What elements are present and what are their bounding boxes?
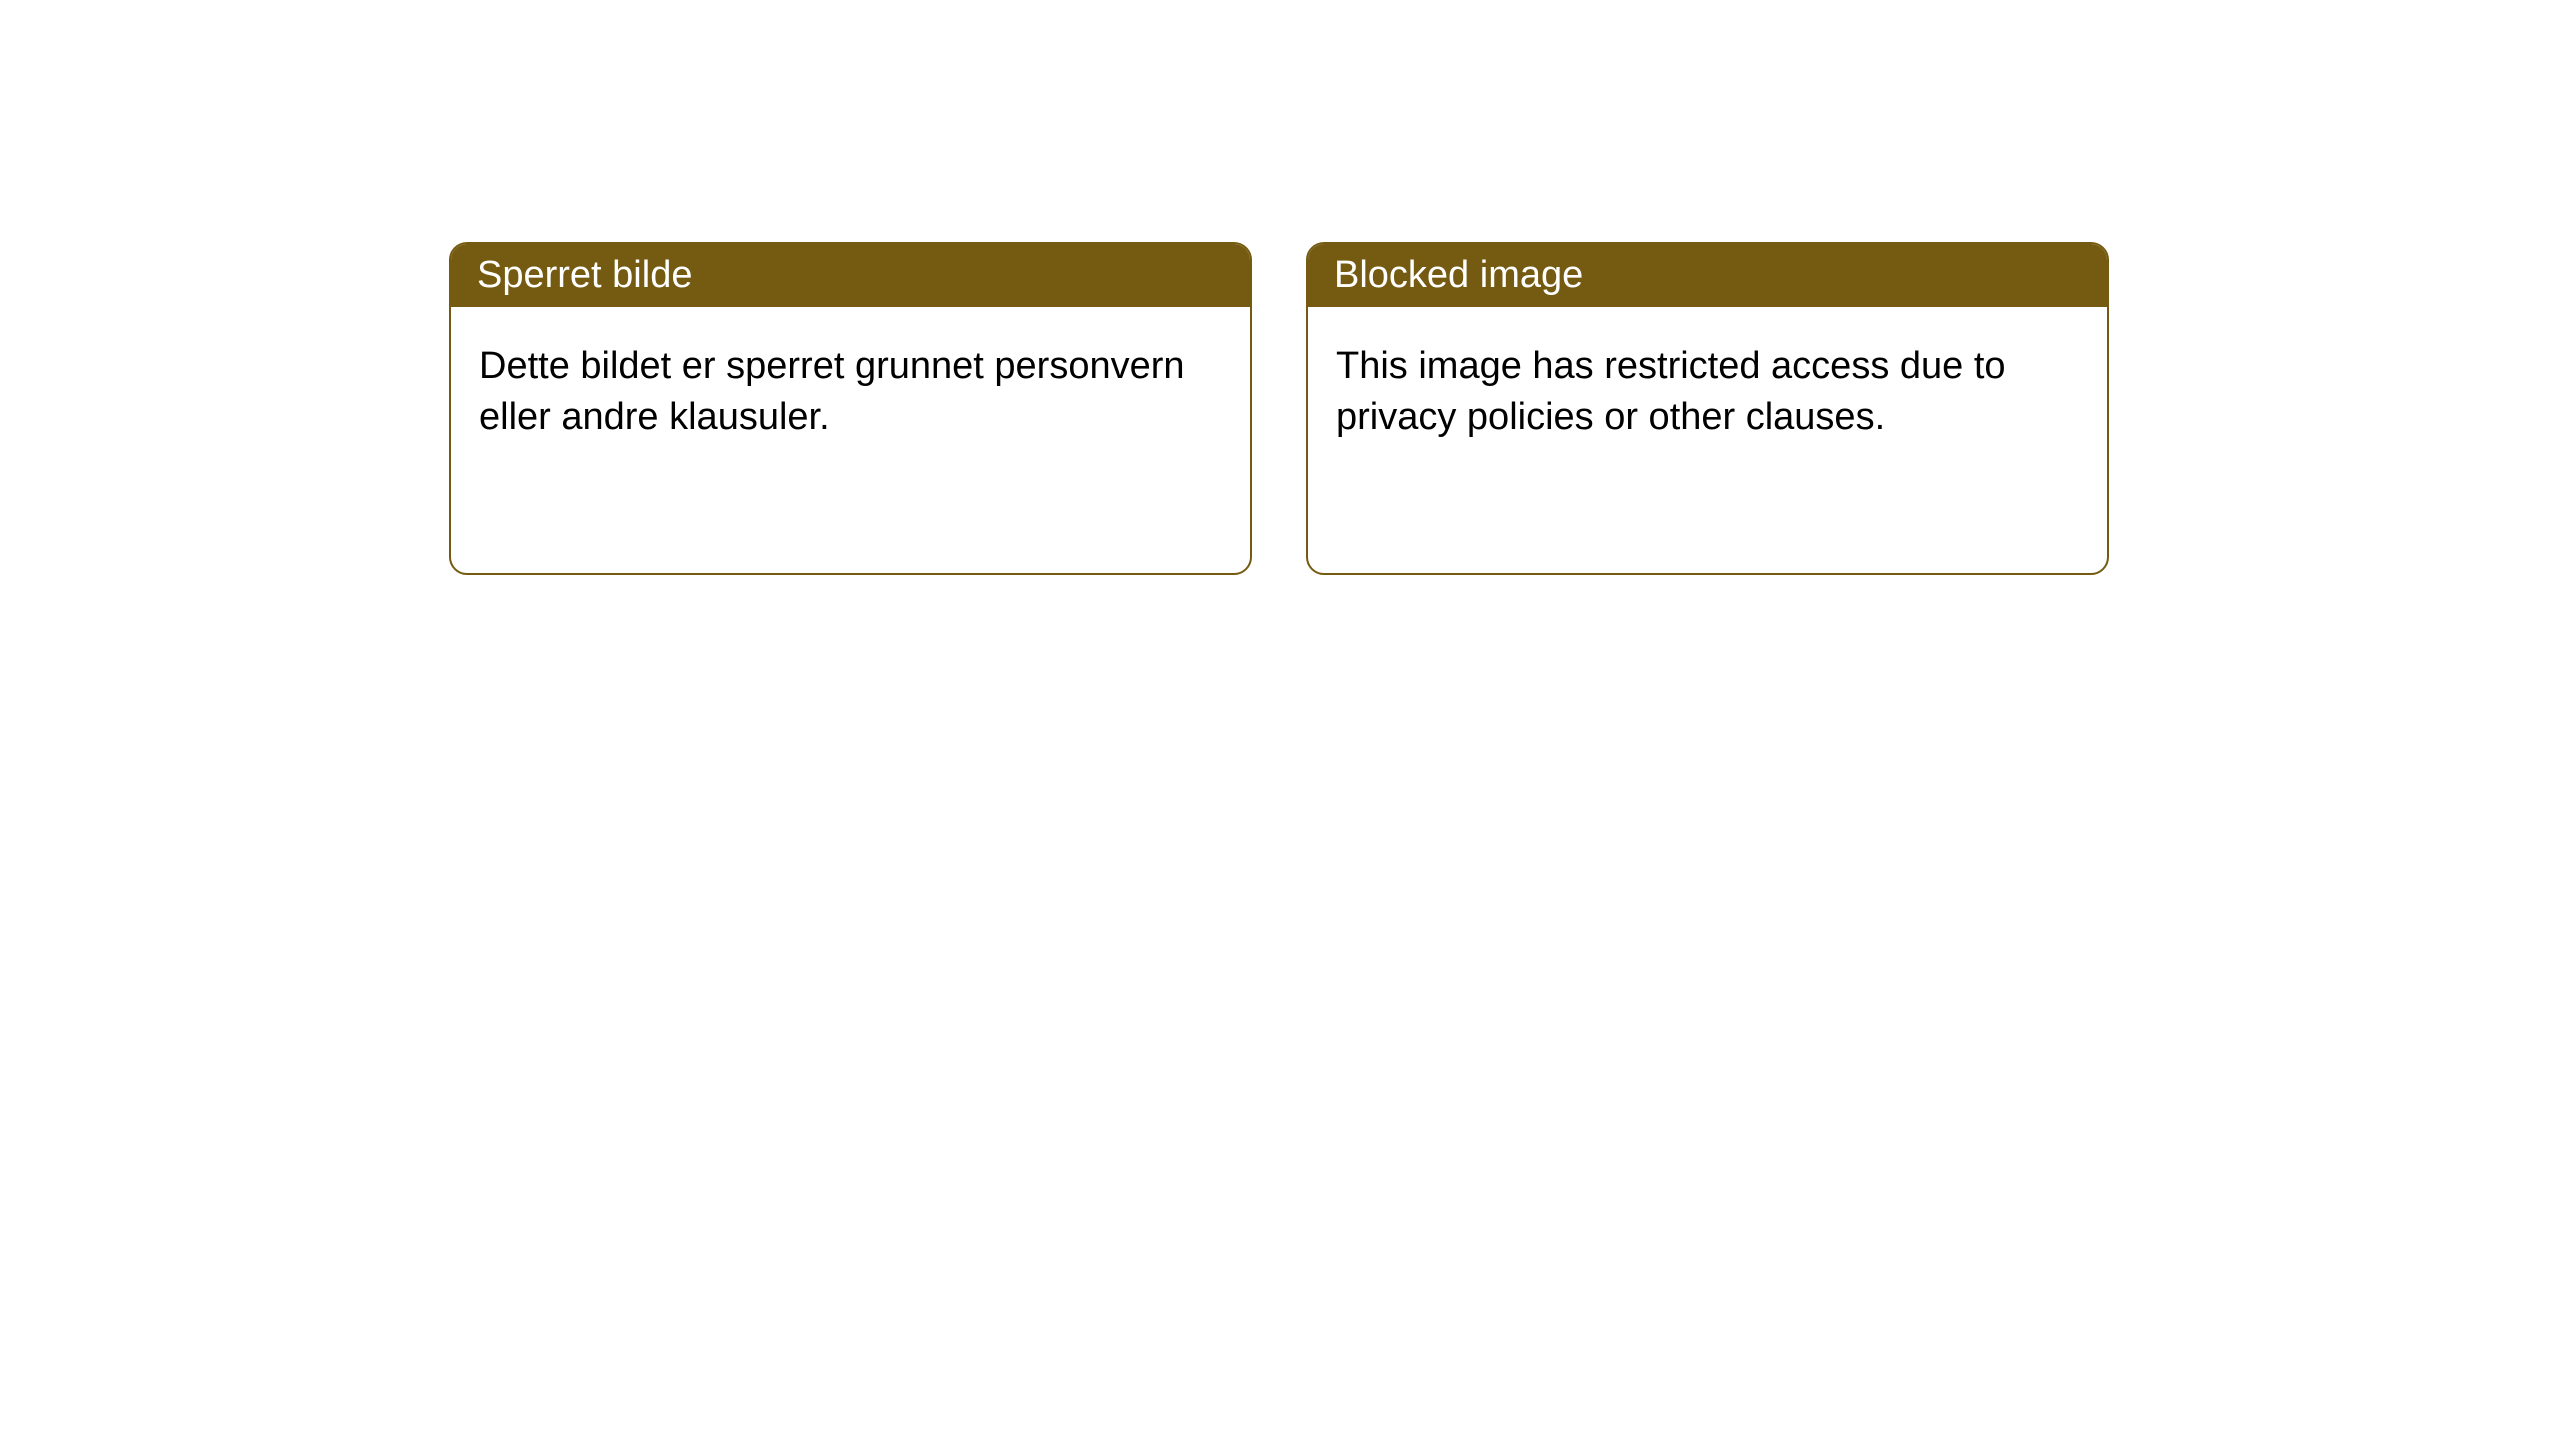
card-body-text: Dette bildet er sperret grunnet personve… — [479, 345, 1185, 438]
notice-card-english: Blocked image This image has restricted … — [1306, 242, 2109, 575]
card-title: Blocked image — [1334, 254, 1583, 296]
card-header: Blocked image — [1308, 244, 2107, 307]
card-body: Dette bildet er sperret grunnet personve… — [451, 307, 1250, 478]
card-body: This image has restricted access due to … — [1308, 307, 2107, 478]
card-title: Sperret bilde — [477, 254, 692, 296]
card-header: Sperret bilde — [451, 244, 1250, 307]
card-body-text: This image has restricted access due to … — [1336, 345, 2006, 438]
notice-card-norwegian: Sperret bilde Dette bildet er sperret gr… — [449, 242, 1252, 575]
notice-cards-container: Sperret bilde Dette bildet er sperret gr… — [449, 242, 2109, 575]
